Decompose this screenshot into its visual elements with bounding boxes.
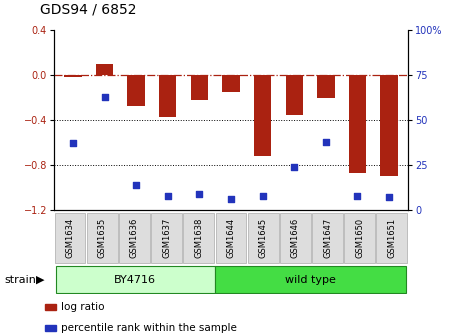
Text: GSM1637: GSM1637 (162, 217, 171, 258)
Bar (55, 266, 215, 293)
Bar (183, 213, 214, 263)
Point (101, 94, 108, 99)
Text: GSM1636: GSM1636 (130, 217, 139, 258)
Point (196, 191, 203, 197)
Bar (151, 213, 182, 263)
Text: GSM1635: GSM1635 (98, 218, 107, 258)
Point (386, 195, 393, 200)
Bar (96, 64, 113, 75)
Text: wild type: wild type (285, 275, 336, 285)
Text: GSM1638: GSM1638 (194, 217, 203, 258)
Text: GSM1644: GSM1644 (227, 218, 235, 258)
Text: GSM1651: GSM1651 (387, 218, 396, 258)
Bar (222, 75, 240, 92)
Bar (191, 75, 208, 100)
Point (354, 193, 361, 198)
Text: GDS94 / 6852: GDS94 / 6852 (40, 3, 136, 17)
Bar (377, 213, 408, 263)
Text: strain: strain (5, 275, 37, 285)
Text: BY4716: BY4716 (114, 275, 156, 285)
Bar (159, 75, 176, 117)
Text: ▶: ▶ (36, 275, 44, 285)
Text: percentile rank within the sample: percentile rank within the sample (61, 323, 237, 333)
Bar (349, 75, 366, 173)
Point (164, 193, 172, 198)
Point (290, 164, 298, 170)
Point (322, 139, 330, 144)
Bar (280, 213, 311, 263)
Bar (286, 75, 303, 115)
Bar (54, 213, 85, 263)
Text: GSM1634: GSM1634 (66, 218, 75, 258)
Bar (254, 75, 271, 156)
Bar (312, 213, 343, 263)
Bar (380, 75, 398, 176)
Text: GSM1645: GSM1645 (259, 218, 268, 258)
Bar (215, 266, 407, 293)
Text: GSM1647: GSM1647 (323, 218, 332, 258)
Bar (344, 213, 375, 263)
Point (259, 193, 266, 198)
Point (69, 141, 76, 146)
Bar (128, 75, 145, 106)
Bar (248, 213, 279, 263)
Text: log ratio: log ratio (61, 302, 105, 312)
Bar (317, 75, 334, 98)
Text: GSM1646: GSM1646 (291, 218, 300, 258)
Point (132, 182, 140, 187)
Text: GSM1650: GSM1650 (355, 218, 364, 258)
Bar (119, 213, 150, 263)
Point (227, 197, 234, 202)
Bar (87, 213, 118, 263)
Bar (64, 75, 82, 77)
Bar (216, 213, 246, 263)
